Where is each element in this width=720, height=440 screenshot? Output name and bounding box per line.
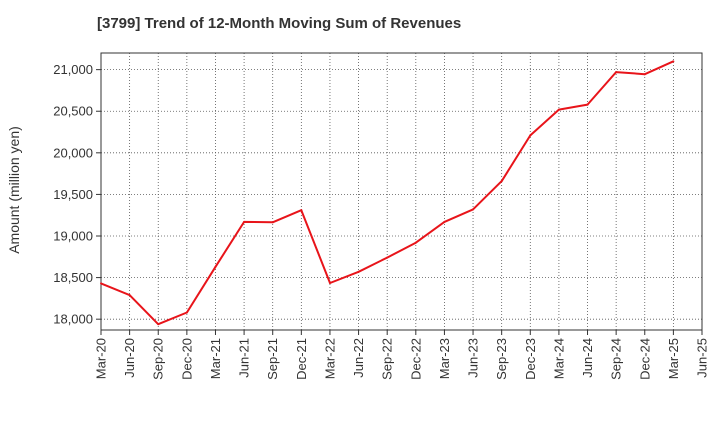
x-tick-label: Mar-22 bbox=[322, 338, 337, 379]
data-point bbox=[443, 220, 446, 223]
x-tick-label: Jun-23 bbox=[466, 338, 481, 378]
y-tick-label: 20,500 bbox=[53, 104, 93, 119]
data-point bbox=[157, 323, 160, 326]
data-point bbox=[414, 241, 417, 244]
x-tick-label: Sep-20 bbox=[151, 338, 166, 380]
x-tick-label: Dec-20 bbox=[179, 338, 194, 380]
y-tick-label: 18,000 bbox=[53, 312, 93, 327]
y-tick-label: 18,500 bbox=[53, 270, 93, 285]
data-point bbox=[529, 134, 532, 137]
x-tick-label: Mar-23 bbox=[437, 338, 452, 379]
x-tick-label: Sep-23 bbox=[494, 338, 509, 380]
x-tick-label: Sep-22 bbox=[380, 338, 395, 380]
data-point bbox=[300, 209, 303, 212]
x-tick-label: Mar-25 bbox=[666, 338, 681, 379]
x-tick-label: Jun-25 bbox=[695, 338, 710, 378]
x-tick-label: Dec-23 bbox=[523, 338, 538, 380]
x-tick-label: Jun-24 bbox=[580, 338, 595, 378]
data-point bbox=[386, 256, 389, 259]
x-tick-label: Dec-21 bbox=[294, 338, 309, 380]
x-tick-label: Jun-22 bbox=[351, 338, 366, 378]
data-point bbox=[500, 180, 503, 183]
x-tick-label: Jun-21 bbox=[237, 338, 252, 378]
x-tick-label: Mar-24 bbox=[551, 338, 566, 379]
y-tick-label: 19,500 bbox=[53, 187, 93, 202]
data-point bbox=[357, 270, 360, 273]
data-point bbox=[328, 282, 331, 285]
y-tick-label: 20,000 bbox=[53, 145, 93, 160]
x-tick-label: Jun-20 bbox=[122, 338, 137, 378]
data-point bbox=[615, 71, 618, 74]
data-point bbox=[128, 294, 131, 297]
x-axis-ticks: Mar-20 Jun-20 Sep-20 Dec-20 Mar-21 Jun-21 Sep-… bbox=[94, 330, 710, 380]
data-point bbox=[243, 220, 246, 223]
plot-area bbox=[100, 52, 703, 331]
data-point bbox=[472, 208, 475, 211]
grid-lines bbox=[101, 53, 702, 330]
x-tick-label: Sep-24 bbox=[609, 338, 624, 380]
data-point bbox=[643, 73, 646, 76]
x-tick-label: Mar-20 bbox=[94, 338, 109, 379]
data-point bbox=[185, 311, 188, 314]
x-tick-label: Sep-21 bbox=[265, 338, 280, 380]
x-tick-label: Dec-24 bbox=[637, 338, 652, 380]
y-tick-label: 21,000 bbox=[53, 62, 93, 77]
x-tick-label: Dec-22 bbox=[408, 338, 423, 380]
series-group bbox=[100, 60, 675, 326]
y-axis-ticks: 18,000 18,500 19,000 19,500 20,000 20,500 21,0… bbox=[53, 62, 101, 327]
data-point bbox=[586, 103, 589, 106]
chart-title: [3799] Trend of 12-Month Moving Sum of R… bbox=[97, 15, 462, 32]
x-tick-label: Mar-21 bbox=[208, 338, 223, 379]
data-point bbox=[271, 221, 274, 224]
data-point bbox=[672, 60, 675, 63]
y-tick-label: 19,000 bbox=[53, 229, 93, 244]
data-point bbox=[557, 108, 560, 111]
data-point bbox=[214, 265, 217, 268]
data-point bbox=[100, 282, 102, 285]
